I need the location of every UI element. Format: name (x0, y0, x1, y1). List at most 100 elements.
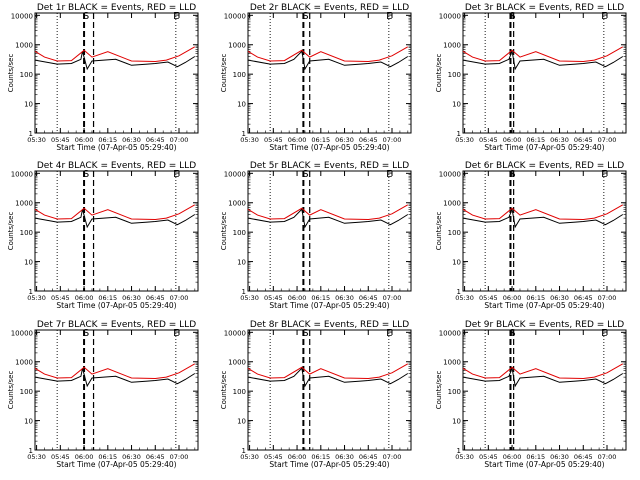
marker-e-label: E (601, 328, 607, 339)
plot-frame (247, 329, 412, 451)
events-series-line (462, 207, 624, 229)
x-tick-label: 07:00 (598, 294, 617, 302)
chart-panel-4: Det 4r BLACK = Events, RED = LLD 1 10 100 10… (7, 161, 199, 310)
x-tick-label: 06:00 (288, 136, 307, 144)
x-tick-label: 05:30 (27, 136, 46, 144)
plot-frame (462, 12, 627, 134)
y-tick-label: 10 (237, 418, 246, 426)
x-tick-label: 07:00 (383, 453, 402, 461)
chart-panel-6: Det 6r BLACK = Events, RED = LLD 1 10 100 10… (435, 161, 627, 310)
x-tick-label: 06:15 (311, 294, 330, 302)
y-tick-label: 1 (29, 288, 33, 296)
y-tick-label: 100 (20, 71, 33, 79)
marker-e-label: E (173, 328, 179, 339)
y-tick-label: 100 (233, 71, 246, 79)
x-tick-label: 05:30 (240, 453, 259, 461)
y-tick-label: 10000 (439, 170, 461, 178)
x-tick-label: 07:00 (383, 294, 402, 302)
y-axis-label: Counts/sec (220, 212, 228, 251)
x-tick-label: 06:15 (311, 453, 330, 461)
lld-series-line (34, 46, 196, 63)
x-tick-label: 05:45 (264, 136, 283, 144)
events-series-line (247, 208, 409, 229)
x-tick-label: 07:00 (170, 453, 189, 461)
x-tick-label: 05:30 (455, 453, 474, 461)
y-tick-label: 100 (233, 229, 246, 237)
x-tick-label: 07:00 (170, 294, 189, 302)
chart-title: Det 2r BLACK = Events, RED = LLD (250, 3, 409, 13)
marker-s-label: S (83, 328, 89, 339)
y-tick-label: 100 (448, 388, 461, 396)
plot-frame (462, 329, 627, 451)
y-tick-label: 1000 (443, 42, 461, 50)
x-tick-label: 06:45 (574, 453, 593, 461)
x-tick-label: 06:45 (359, 453, 378, 461)
x-axis-label: Start Time (07-Apr-05 05:29:40) (484, 301, 604, 310)
lld-series-line (247, 204, 409, 221)
y-tick-label: 10 (24, 101, 33, 109)
x-tick-label: 06:30 (335, 294, 354, 302)
x-axis-label: Start Time (07-Apr-05 05:29:40) (269, 301, 389, 310)
marker-e-label: E (601, 11, 607, 22)
events-series-line (34, 51, 196, 71)
y-tick-label: 1000 (443, 359, 461, 367)
events-series-line (462, 366, 624, 388)
x-axis-label: Start Time (07-Apr-05 05:29:40) (484, 143, 604, 152)
y-tick-label: 1 (457, 288, 461, 296)
marker-s-label: S (302, 11, 308, 22)
y-tick-label: 10000 (11, 329, 33, 337)
marker-s-label: S (509, 169, 515, 180)
x-tick-label: 05:30 (240, 294, 259, 302)
y-tick-label: 10 (452, 101, 461, 109)
y-tick-label: 1 (242, 447, 246, 455)
marker-s-label: S (509, 11, 515, 22)
lld-series-line (462, 363, 624, 380)
y-tick-label: 10000 (224, 12, 246, 20)
x-tick-label: 06:00 (75, 453, 94, 461)
y-axis-label: Counts/sec (7, 371, 15, 410)
y-tick-label: 1000 (15, 42, 33, 50)
x-tick-label: 06:45 (146, 453, 165, 461)
x-tick-label: 06:15 (526, 453, 545, 461)
x-tick-label: 06:15 (98, 294, 117, 302)
y-tick-label: 10000 (439, 12, 461, 20)
y-tick-label: 1000 (228, 42, 246, 50)
marker-e-label: E (173, 11, 179, 22)
chart-title: Det 4r BLACK = Events, RED = LLD (37, 161, 196, 171)
x-tick-label: 06:45 (146, 294, 165, 302)
chart-panel-1: Det 1r BLACK = Events, RED = LLD 1 10 100 10… (7, 3, 199, 152)
y-tick-label: 1 (29, 130, 33, 138)
y-axis-label: Counts/sec (7, 212, 15, 251)
x-tick-label: 06:00 (503, 453, 522, 461)
x-axis-label: Start Time (07-Apr-05 05:29:40) (269, 460, 389, 469)
marker-e-label: E (386, 11, 392, 22)
chart-panel-3: Det 3r BLACK = Events, RED = LLD 1 10 100 10… (435, 3, 627, 152)
y-axis-label: Counts/sec (435, 212, 443, 251)
y-tick-label: 100 (233, 388, 246, 396)
x-tick-label: 06:15 (526, 136, 545, 144)
x-tick-label: 06:30 (122, 136, 141, 144)
y-tick-label: 10000 (224, 170, 246, 178)
y-axis-label: Counts/sec (220, 54, 228, 93)
x-tick-label: 06:00 (503, 294, 522, 302)
x-tick-label: 05:30 (455, 294, 474, 302)
lld-series-line (34, 363, 196, 380)
plot-frame (247, 170, 412, 292)
x-tick-label: 07:00 (598, 136, 617, 144)
chart-title: Det 3r BLACK = Events, RED = LLD (465, 3, 624, 13)
chart-title: Det 8r BLACK = Events, RED = LLD (250, 320, 409, 330)
x-tick-label: 06:30 (335, 453, 354, 461)
y-tick-label: 10000 (224, 329, 246, 337)
y-tick-label: 10000 (439, 329, 461, 337)
x-tick-label: 06:15 (526, 294, 545, 302)
x-tick-label: 07:00 (598, 453, 617, 461)
x-tick-label: 06:00 (75, 294, 94, 302)
x-tick-label: 05:45 (51, 294, 70, 302)
y-tick-label: 100 (448, 71, 461, 79)
x-tick-label: 05:30 (27, 453, 46, 461)
x-tick-label: 06:15 (98, 453, 117, 461)
x-tick-label: 06:00 (503, 136, 522, 144)
plot-frame (34, 170, 199, 292)
plot-frame (34, 12, 199, 134)
events-series-line (462, 49, 624, 71)
